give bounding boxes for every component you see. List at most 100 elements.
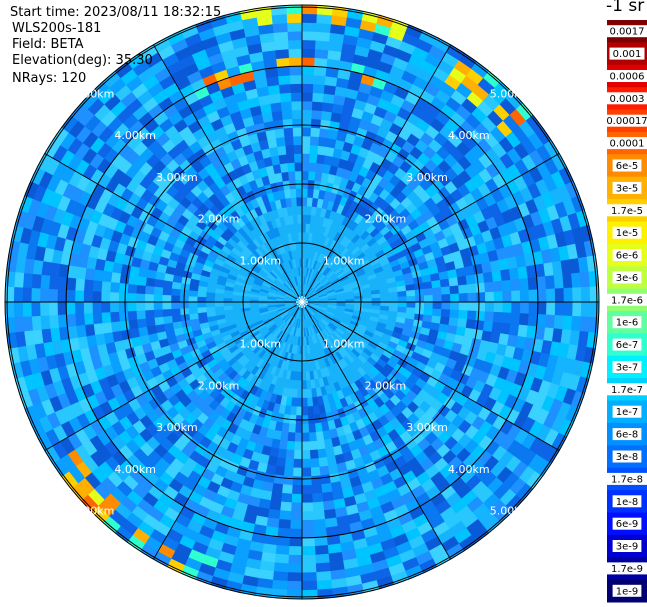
range-gate	[319, 465, 330, 476]
range-gate	[501, 312, 512, 325]
range-gate	[170, 308, 181, 316]
range-gate	[305, 379, 312, 390]
start-time: Start time: 2023/08/11 18:32:15	[10, 5, 222, 20]
range-gate	[57, 301, 67, 316]
colorbar-label: 1e-6	[616, 318, 639, 329]
range-gate	[144, 285, 155, 295]
range-gate	[144, 301, 154, 311]
range-gate	[286, 13, 303, 24]
range-gate	[274, 553, 289, 564]
range-gate	[301, 153, 311, 163]
range-gate	[458, 284, 468, 295]
range-gate	[301, 432, 310, 443]
range-gate	[294, 423, 303, 434]
range-gate	[284, 458, 295, 468]
range-gate	[311, 101, 324, 112]
range-gate	[313, 66, 327, 77]
range-gate	[371, 293, 381, 299]
range-gate	[291, 100, 303, 111]
range-gate	[315, 562, 331, 573]
range-gate	[466, 283, 477, 294]
range-gate	[188, 295, 198, 303]
colorbar-label: 3e-9	[616, 542, 639, 553]
range-gate	[127, 310, 138, 321]
range-gate	[318, 136, 329, 147]
range-gate	[277, 66, 291, 77]
range-gate	[301, 589, 318, 599]
range-gate	[301, 537, 316, 547]
range-gate	[467, 301, 477, 312]
range-gate	[289, 405, 297, 416]
range-gate	[312, 405, 321, 416]
range-gate	[128, 274, 139, 285]
range-gate	[240, 301, 250, 306]
range-gate	[301, 109, 313, 120]
range-gate	[432, 301, 443, 310]
range-gate	[128, 319, 139, 330]
range-ring-label: 2.00km	[365, 213, 407, 226]
range-gate	[286, 589, 303, 599]
range-gate	[196, 296, 207, 303]
range-gate	[48, 314, 60, 329]
range-gate	[493, 291, 504, 303]
range-gate	[296, 397, 303, 408]
range-gate	[279, 162, 289, 173]
range-gate	[310, 118, 322, 129]
range-gate	[312, 510, 326, 521]
range-gate	[57, 288, 67, 303]
range-gate	[291, 205, 298, 216]
range-gate	[118, 282, 129, 294]
range-gate	[301, 450, 311, 460]
colorbar-label: 3e-8	[616, 452, 639, 463]
range-ring-label: 5.00km	[490, 505, 532, 518]
range-gate	[405, 307, 416, 315]
range-gate	[294, 170, 303, 181]
range-gate	[100, 301, 111, 313]
range-gate	[292, 214, 299, 225]
range-gate	[307, 405, 315, 416]
range-gate	[271, 13, 288, 25]
range-gate	[296, 196, 303, 207]
range-gate	[580, 301, 591, 318]
range-gate	[306, 388, 313, 399]
range-gate	[440, 286, 451, 295]
range-gate	[39, 288, 50, 303]
range-gate	[571, 315, 582, 332]
range-gate	[371, 301, 381, 307]
range-gate	[205, 296, 216, 303]
range-gate	[311, 484, 323, 495]
range-gate	[309, 153, 318, 164]
range-gate	[13, 286, 24, 303]
range-gate	[276, 536, 290, 547]
range-gate	[388, 301, 399, 308]
range-gate	[295, 406, 303, 416]
range-gate	[101, 311, 112, 324]
range-gate	[293, 153, 303, 163]
range-gate	[31, 273, 42, 289]
colorbar-label: 6e-7	[616, 340, 639, 351]
range-ring-label: 4.00km	[448, 129, 490, 142]
range-gate	[145, 317, 156, 327]
range-gate	[74, 301, 85, 315]
range-gate	[308, 170, 316, 181]
range-gate	[508, 267, 520, 281]
range-gate	[405, 289, 416, 297]
range-ring-label: 1.00km	[240, 338, 282, 351]
range-ring-label: 5.00km	[490, 88, 532, 101]
range-gate	[292, 476, 303, 486]
range-gate	[278, 510, 292, 521]
range-gate	[406, 295, 416, 303]
range-gate	[323, 84, 337, 96]
range-gate	[319, 128, 330, 139]
range-gate	[22, 272, 33, 289]
range-gate	[501, 279, 512, 292]
range-gate	[500, 268, 511, 282]
range-gate	[475, 282, 486, 294]
range-gate	[154, 278, 165, 288]
range-gate	[554, 301, 565, 316]
range-gate	[48, 301, 58, 316]
range-gate	[301, 223, 307, 233]
range-gate	[301, 354, 306, 364]
range-gate	[310, 127, 321, 138]
